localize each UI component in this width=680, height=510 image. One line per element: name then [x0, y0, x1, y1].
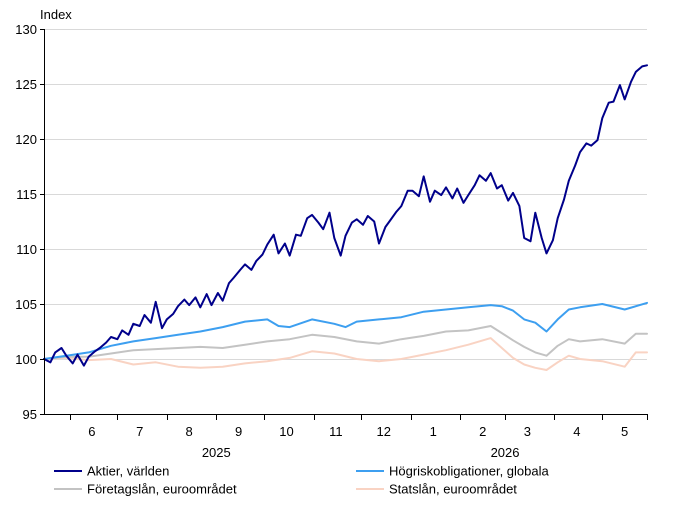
- y-tick-labels: 95 100 105 110 115 120 125 130: [15, 22, 37, 422]
- x-tick-label: 5: [621, 424, 628, 439]
- y-axis-label: Index: [40, 7, 72, 22]
- x-tick-label: 9: [235, 424, 242, 439]
- y-tick-label: 100: [15, 352, 37, 367]
- y-tick-label: 125: [15, 77, 37, 92]
- x-tick-label: 7: [136, 424, 143, 439]
- y-tick-label: 120: [15, 132, 37, 147]
- x-tick-label: 1: [430, 424, 437, 439]
- legend-label: Företagslån, euroområdet: [87, 482, 237, 497]
- series-line-2: [43, 325, 648, 360]
- legend-item: Företagslån, euroområdet: [54, 482, 237, 497]
- y-tick-label: 95: [23, 407, 37, 422]
- legend-item: Högriskobligationer, globala: [356, 464, 549, 479]
- series-line-1: [43, 301, 648, 360]
- series-line-3: [43, 337, 648, 371]
- gridlines: [44, 29, 647, 360]
- legend-item: Aktier, världen: [54, 464, 169, 479]
- x-tick-label: 6: [88, 424, 95, 439]
- x-tick-label: 10: [279, 424, 293, 439]
- x-year-label: 2026: [491, 445, 520, 460]
- legend-item: Statslån, euroområdet: [356, 482, 517, 497]
- x-tick-label: 3: [524, 424, 531, 439]
- y-tick-label: 110: [16, 242, 37, 257]
- x-tick-label: 8: [186, 424, 193, 439]
- x-year-label: 2025: [202, 445, 231, 460]
- y-tick-label: 115: [16, 187, 37, 202]
- legend-label: Högriskobligationer, globala: [389, 464, 549, 479]
- y-tick-label: 130: [15, 22, 37, 37]
- series-lines: [43, 64, 648, 371]
- series-line-0: [43, 64, 648, 367]
- x-tick-label: 11: [329, 424, 343, 439]
- x-tick-label: 2: [479, 424, 486, 439]
- y-tick-label: 105: [15, 297, 37, 312]
- x-tick-label: 4: [573, 424, 580, 439]
- axes: [40, 29, 648, 420]
- legend-label: Statslån, euroområdet: [389, 482, 517, 497]
- legend-label: Aktier, världen: [87, 464, 169, 479]
- legend: Aktier, världen Högriskobligationer, glob…: [54, 464, 549, 497]
- x-tick-label: 12: [377, 424, 391, 439]
